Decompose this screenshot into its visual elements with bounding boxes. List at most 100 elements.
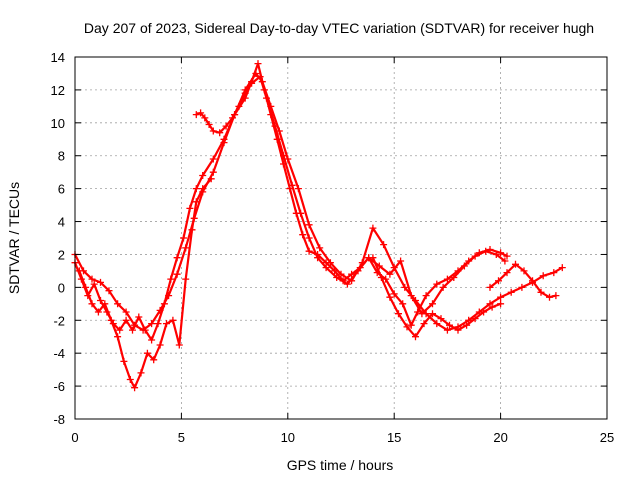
y-tick-label: -6 [53,379,65,394]
data-point [209,168,217,176]
data-point [420,320,428,328]
data-point [539,272,547,280]
data-point [199,172,207,179]
data-point [75,267,83,275]
data-point [216,129,224,137]
data-point [131,321,139,329]
data-point [163,320,170,328]
data-point [207,175,215,183]
data-point [288,181,296,189]
data-point [386,270,394,278]
data-point [537,288,545,296]
data-point [492,251,500,258]
x-tick-label: 25 [600,430,614,445]
grid-lines [75,57,607,419]
data-point [122,308,130,316]
x-tick-label: 20 [493,430,507,445]
data-point [241,89,249,97]
data-point [529,277,536,285]
y-tick-label: -8 [53,412,65,427]
data-point [429,300,436,308]
series-track-c [75,175,215,392]
series-line [371,256,502,338]
series-track-e [486,260,560,301]
data-point [552,292,560,300]
data-point [97,278,104,286]
data-point [222,122,230,130]
data-point [105,287,113,295]
y-tick-label: -2 [53,313,65,328]
data-point [165,292,173,300]
data-point [546,293,553,301]
data-point [126,376,134,383]
data-point [460,262,468,270]
x-tick-label: 10 [281,430,295,445]
x-tick-label: 0 [71,430,78,445]
data-point [433,280,441,288]
data-point [503,252,511,260]
data-point [120,357,128,365]
data-point [186,204,194,212]
data-point [305,234,313,242]
data-point [326,259,334,267]
data-point [131,384,139,392]
y-tick-label: 6 [58,182,65,197]
data-point [297,209,305,217]
data-point [390,290,398,298]
data-point [305,247,313,255]
data-point [173,254,181,262]
data-point [443,326,451,334]
data-point [114,300,122,308]
data-point [377,274,385,281]
data-point [480,308,488,316]
data-point [369,254,377,262]
data-point [337,270,345,278]
series-line [195,75,506,315]
data-point [299,231,307,239]
y-tick-label: 12 [51,83,65,98]
data-point [333,274,341,281]
data-point [407,292,415,300]
data-point [173,270,181,278]
data-point [148,336,156,344]
data-point [114,333,122,341]
data-point [348,270,356,278]
y-tick-label: 8 [58,149,65,164]
y-tick-labels: -8 -6 -4 -2 0 2 4 6 8 10 12 14 [51,50,65,427]
data-point [503,269,511,277]
data-point [154,320,162,328]
data-point [412,333,419,341]
x-tick-labels: 0 5 10 15 20 25 [71,430,614,445]
data-point [252,70,260,77]
data-point [116,326,124,334]
data-point [169,316,177,324]
data-point [497,293,505,301]
data-point [314,254,322,262]
data-point [488,303,496,311]
data-point [150,356,158,364]
x-axis-label: GPS time / hours [287,457,394,473]
data-point [129,326,136,334]
data-point [254,60,262,68]
y-tick-label: 14 [51,50,65,65]
series-track-f [369,254,505,341]
data-point [148,320,156,328]
data-point [90,280,98,288]
data-point [497,249,505,257]
data-point [322,264,330,272]
data-point [122,316,130,324]
data-point [188,226,196,234]
data-point [418,310,426,318]
data-point [403,323,411,331]
data-point [137,369,145,377]
data-point [422,292,430,300]
series-track-b [71,70,566,334]
series-track-d [192,73,509,318]
data-point [454,326,462,334]
data-point [518,283,526,291]
data-point [399,300,407,308]
data-point [354,267,362,275]
data-point [316,244,324,252]
data-point [558,264,566,272]
y-tick-label: -4 [53,346,65,361]
